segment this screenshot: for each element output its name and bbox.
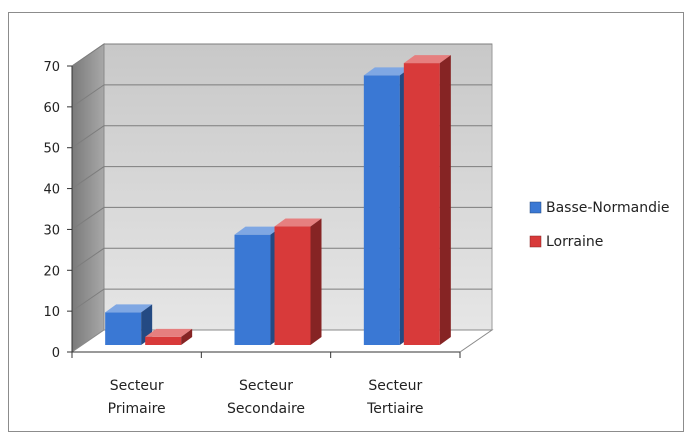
- bar: [105, 304, 153, 345]
- y-tick-label: 30: [43, 223, 60, 238]
- bars: [105, 55, 451, 345]
- legend-label: Basse-Normandie: [546, 200, 669, 216]
- x-axis-labels: Secteur Primaire Secteur Secondaire Secteur T…: [108, 378, 424, 417]
- bar-top: [145, 328, 193, 337]
- side-wall: [71, 43, 105, 353]
- x-tick-label-line: Secteur: [110, 378, 164, 394]
- gridline-depth: [71, 43, 105, 67]
- y-tick-label: 70: [43, 60, 60, 75]
- bar-front: [105, 312, 142, 345]
- gridline-depth: [71, 125, 105, 149]
- legend: Basse-Normandie Lorraine: [529, 200, 669, 250]
- x-tick-label: Secteur Secondaire: [227, 378, 305, 417]
- bar: [234, 226, 282, 345]
- legend-swatch: [529, 201, 542, 214]
- y-tick-label: 0: [52, 346, 60, 361]
- bar-front: [234, 234, 271, 345]
- x-tick-label: Secteur Primaire: [108, 378, 166, 417]
- x-tick-label-line: Tertiaire: [366, 401, 423, 417]
- bar-front: [403, 63, 440, 345]
- x-tick-label: Secteur Tertiaire: [366, 378, 423, 417]
- bar-front: [145, 336, 182, 345]
- bar: [363, 67, 411, 345]
- bar: [274, 218, 322, 345]
- y-tick-label: 50: [43, 142, 60, 157]
- bar-top: [234, 226, 282, 235]
- y-tick-label: 20: [43, 264, 60, 279]
- gridline-depth: [71, 247, 105, 271]
- bar-front: [274, 226, 311, 345]
- bar: [403, 55, 451, 345]
- x-tick-label-line: Primaire: [108, 401, 166, 417]
- bar-top: [363, 67, 411, 76]
- axes: [71, 66, 461, 358]
- x-tick-label-line: Secteur: [368, 378, 422, 394]
- gridline-depth: [71, 288, 105, 312]
- bar-top: [403, 55, 451, 64]
- y-tick-label: 10: [43, 305, 60, 320]
- legend-label: Lorraine: [546, 234, 603, 250]
- y-tick-label: 60: [43, 101, 60, 116]
- bar-side: [181, 328, 193, 345]
- x-tick-label-line: Secondaire: [227, 401, 305, 417]
- gridline-depth: [71, 166, 105, 189]
- bar-side: [310, 218, 322, 345]
- bar-top: [105, 304, 153, 313]
- bar-side: [439, 55, 451, 345]
- gridline-depth: [71, 207, 105, 230]
- bar-top: [274, 218, 322, 227]
- bar: [145, 328, 193, 345]
- x-tick-label-line: Secteur: [239, 378, 293, 394]
- gridline-depth: [71, 84, 105, 108]
- y-tick-label: 40: [43, 183, 60, 198]
- y-axis-ticks: 0 10 20 30 40 50 60 70: [43, 60, 72, 361]
- bar-front: [363, 75, 400, 345]
- legend-swatch: [529, 235, 542, 248]
